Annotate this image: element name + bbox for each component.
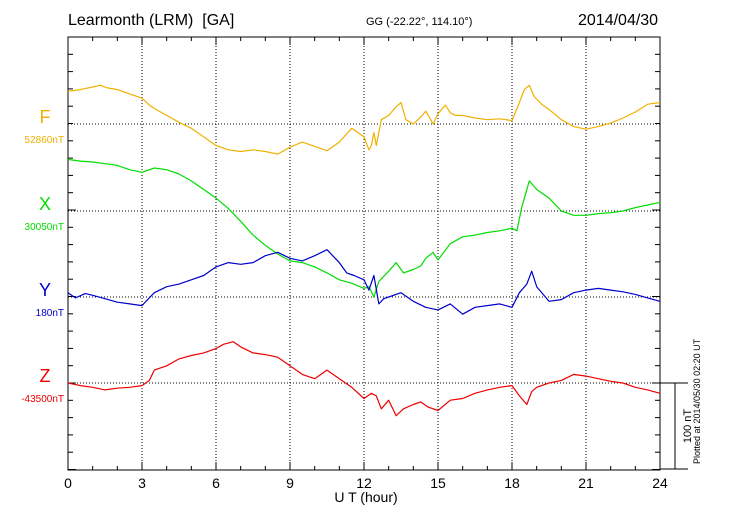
x-tick-label: 9 xyxy=(286,475,294,491)
series-name-z: Z xyxy=(40,366,51,386)
series-line-x xyxy=(67,158,661,298)
series-baseline-z: -43500nT xyxy=(21,394,64,405)
x-tick-label: 0 xyxy=(64,475,72,491)
series-line-y xyxy=(67,249,661,315)
station-title: Learmonth (LRM) [GA] xyxy=(68,12,235,29)
series-line-f xyxy=(67,84,661,155)
axis-ticks xyxy=(67,37,661,470)
series-name-f: F xyxy=(40,107,51,127)
x-axis-label: U T (hour) xyxy=(334,489,397,505)
scale-bar-label: 100 nT xyxy=(682,409,694,444)
series-labels: F 52860nT X 30050nT Y 180nT Z -43500nT xyxy=(21,107,64,405)
x-tick-label: 24 xyxy=(652,475,668,491)
series-line-z xyxy=(67,341,661,417)
geo-coordinates: GG (-22.22°, 114.10°) xyxy=(366,16,473,28)
series-name-y: Y xyxy=(39,280,51,300)
series-baseline-x: 30050nT xyxy=(25,222,64,233)
series-baseline-f: 52860nT xyxy=(25,135,64,146)
x-tick-labels: 0 3 6 9 12 15 18 21 24 xyxy=(64,475,668,491)
x-tick-label: 12 xyxy=(356,475,372,491)
scale-bar: 100 nT xyxy=(660,382,694,470)
chart-date: 2014/04/30 xyxy=(578,12,659,29)
series-name-x: X xyxy=(39,194,51,214)
x-tick-label: 6 xyxy=(212,475,220,491)
x-tick-label: 3 xyxy=(138,475,146,491)
grid-lines xyxy=(68,37,660,470)
series-traces xyxy=(67,84,661,417)
x-tick-label: 21 xyxy=(578,475,594,491)
x-tick-label: 15 xyxy=(430,475,446,491)
series-baseline-y: 180nT xyxy=(36,308,64,319)
x-tick-label: 18 xyxy=(504,475,520,491)
